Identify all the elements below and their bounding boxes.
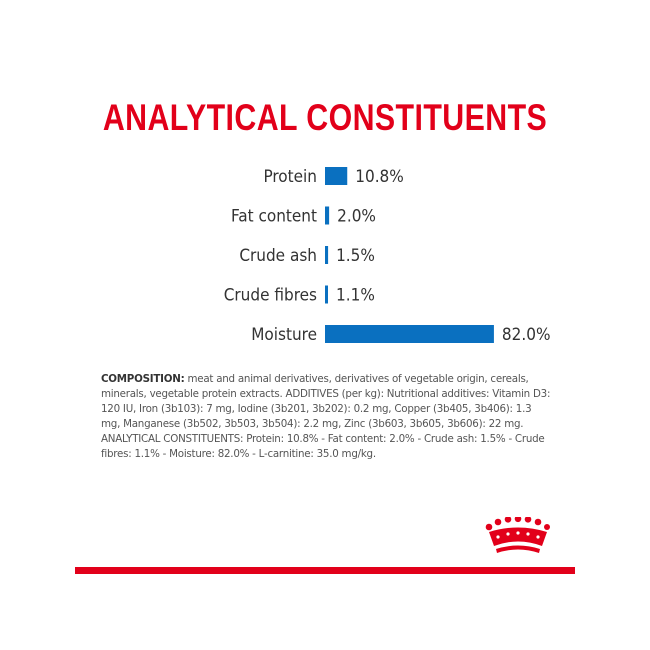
chart-title: ANALYTICAL CONSTITUENTS (102, 97, 548, 138)
category-label-protein: Protein (263, 167, 317, 187)
value-label-protein: 10.8% (355, 167, 404, 187)
composition-text: COMPOSITION: meat and animal derivatives… (101, 372, 551, 462)
composition-body: meat and animal derivatives, derivatives… (101, 373, 551, 460)
bar-moisture (325, 325, 494, 343)
bar-crude-fibres (325, 285, 328, 304)
crown-icon (485, 517, 550, 553)
value-label-crude-fibres: 1.1% (336, 286, 375, 306)
bar-fat-content (325, 206, 330, 225)
composition-label: COMPOSITION: (101, 373, 185, 385)
bar-protein (325, 167, 348, 185)
value-label-moisture: 82.0% (502, 325, 551, 345)
category-label-crude-ash: Crude ash (239, 246, 317, 266)
footer-divider (75, 567, 575, 574)
category-label-fat-content: Fat content (231, 207, 317, 227)
value-label-fat-content: 2.0% (337, 207, 376, 227)
category-label-moisture: Moisture (251, 325, 317, 345)
bar-crude-ash (325, 246, 329, 264)
value-label-crude-ash: 1.5% (336, 246, 375, 266)
category-label-crude-fibres: Crude fibres (224, 286, 317, 306)
